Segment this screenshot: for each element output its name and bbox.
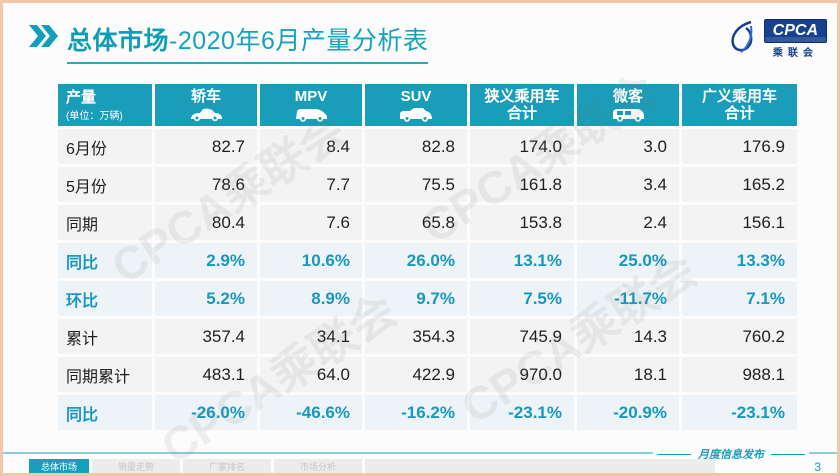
title-bar: 总体市场-2020年6月产量分析表 (29, 21, 429, 64)
table-cell: 176.9 (682, 129, 797, 164)
table-cell: -46.6% (260, 395, 362, 430)
table-cell: 174.0 (470, 129, 574, 164)
table-cell: -20.9% (577, 395, 679, 430)
table-cell: 7.7 (260, 167, 362, 202)
table-cell: 8.4 (260, 129, 362, 164)
table-cell: 26.0% (365, 243, 467, 278)
table-cell: 357.4 (155, 319, 257, 354)
table-row-cumulative: 累计 357.4 34.1 354.3 745.9 14.3 760.2 (58, 319, 797, 354)
logo-text-block: CPCA 乘联会 (763, 18, 827, 60)
table-cell: 3.4 (577, 167, 679, 202)
page-title: 总体市场-2020年6月产量分析表 (67, 21, 429, 64)
table-cell: -23.1% (682, 395, 797, 430)
table-cell: 18.1 (577, 357, 679, 392)
table-cell: -26.0% (155, 395, 257, 430)
table-cell: 25.0% (577, 243, 679, 278)
production-table: 产量 (单位：万辆) 轿车 MPV (55, 81, 800, 433)
row-label: 同期 (58, 205, 152, 240)
table-cell: 970.0 (470, 357, 574, 392)
table-cell: 10.6% (260, 243, 362, 278)
table-cell: 13.1% (470, 243, 574, 278)
logo-abbr: CPCA (763, 18, 827, 44)
table-cell: 8.9% (260, 281, 362, 316)
row-label: 同比 (58, 395, 152, 430)
row-label: 同比 (58, 243, 152, 278)
table-cell: 483.1 (155, 357, 257, 392)
logo-name: 乘联会 (772, 48, 818, 60)
column-header-production: 产量 (单位：万辆) (58, 84, 152, 126)
table-cell: 34.1 (260, 319, 362, 354)
row-label: 累计 (58, 319, 152, 354)
column-header-microvan: 微客 (577, 84, 679, 126)
column-header-broad-total: 广义乘用车 合计 (682, 84, 797, 126)
double-chevron-icon (29, 25, 58, 47)
table-cell: 9.7% (365, 281, 467, 316)
table-cell: 2.4 (577, 205, 679, 240)
table-cell: 156.1 (682, 205, 797, 240)
table-cell: 161.8 (470, 167, 574, 202)
table-cell: 78.6 (155, 167, 257, 202)
table-cell: 745.9 (470, 319, 574, 354)
table-cell: 153.8 (470, 205, 574, 240)
page-title-highlight: 总体市场 (67, 27, 170, 55)
table-cell: 82.8 (365, 129, 467, 164)
table-cell: 80.4 (155, 205, 257, 240)
table-row-yoy: 同比 2.9% 10.6% 26.0% 13.1% 25.0% 13.3% (58, 243, 797, 278)
tab-manufacturer-ranking[interactable]: 厂家排名 (183, 459, 272, 473)
table-cell: 13.3% (682, 243, 797, 278)
table-cell: 64.0 (260, 357, 362, 392)
table-cell: -23.1% (470, 395, 574, 430)
release-dash-right (771, 453, 805, 455)
row-label: 6月份 (58, 129, 152, 164)
row-label: 同期累计 (58, 357, 152, 392)
table-row-same-period: 同期 80.4 7.6 65.8 153.8 2.4 156.1 (58, 205, 797, 240)
footer-divider (3, 452, 837, 454)
page-title-rest: -2020年6月产量分析表 (169, 27, 429, 55)
row-label: 5月份 (58, 167, 152, 202)
table-row-cumulative-same-period: 同期累计 483.1 64.0 422.9 970.0 18.1 988.1 (58, 357, 797, 392)
table-header-row: 产量 (单位：万辆) 轿车 MPV (58, 84, 797, 126)
tab-bar-filler (365, 459, 716, 473)
cpca-swoosh-icon (731, 20, 753, 53)
table-row-june: 6月份 82.7 8.4 82.8 174.0 3.0 176.9 (58, 129, 797, 164)
table-cell: 988.1 (682, 357, 797, 392)
column-header-mpv: MPV (260, 84, 362, 126)
table-cell: 760.2 (682, 319, 797, 354)
table-cell: 75.5 (365, 167, 467, 202)
footer-tab-bar: 总体市场 销量走势 厂家排名 市场分析 (29, 459, 716, 473)
table-cell: 7.5% (470, 281, 574, 316)
tab-market-analysis[interactable]: 市场分析 (274, 459, 363, 473)
table-cell: 5.2% (155, 281, 257, 316)
release-label: 月度信息发布 (653, 446, 809, 462)
column-header-narrow-total: 狭义乘用车 合计 (470, 84, 574, 126)
microvan-icon (613, 109, 644, 122)
table-cell: 422.9 (365, 357, 467, 392)
table-cell: 82.7 (155, 129, 257, 164)
column-header-suv: SUV (365, 84, 467, 126)
row-label: 环比 (58, 281, 152, 316)
tab-sales-trend[interactable]: 销量走势 (92, 459, 181, 473)
column-header-sedan: 轿车 (155, 84, 257, 126)
table-cell: 354.3 (365, 319, 467, 354)
table-cell: 3.0 (577, 129, 679, 164)
mpv-icon (296, 109, 327, 122)
table-row-cumulative-yoy: 同比 -26.0% -46.6% -16.2% -23.1% -20.9% -2… (58, 395, 797, 430)
sedan-icon (191, 108, 222, 122)
table-cell: -16.2% (365, 395, 467, 430)
table-cell: 14.3 (577, 319, 679, 354)
tab-overall-market[interactable]: 总体市场 (29, 459, 90, 473)
table-row-may: 5月份 78.6 7.7 75.5 161.8 3.4 165.2 (58, 167, 797, 202)
table-cell: 2.9% (155, 243, 257, 278)
table-cell: 165.2 (682, 167, 797, 202)
table-row-mom: 环比 5.2% 8.9% 9.7% 7.5% -11.7% 7.1% (58, 281, 797, 316)
suv-icon (400, 108, 432, 122)
page-number: 3 (814, 460, 821, 474)
table-cell: 7.6 (260, 205, 362, 240)
table-cell: -11.7% (577, 281, 679, 316)
release-dash-left (657, 453, 691, 455)
table-cell: 7.1% (682, 281, 797, 316)
cpca-logo: CPCA 乘联会 (727, 18, 827, 60)
table-cell: 65.8 (365, 205, 467, 240)
